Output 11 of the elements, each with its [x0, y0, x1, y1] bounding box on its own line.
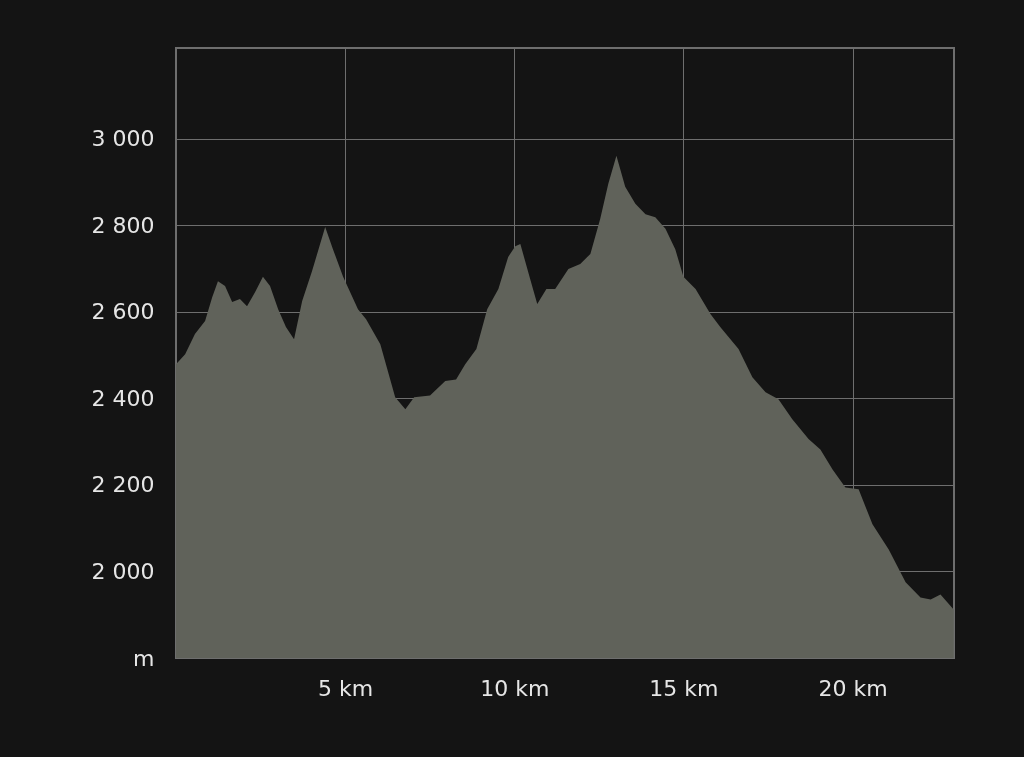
- x-tick-label: 15 km: [649, 675, 719, 701]
- y-tick-label: m: [133, 645, 155, 671]
- x-tick-label: 5 km: [318, 675, 374, 701]
- y-tick-label: 2 600: [91, 299, 155, 325]
- x-tick-label: 20 km: [818, 675, 888, 701]
- y-tick-label: 2 400: [91, 385, 155, 411]
- y-tick-label: 2 200: [91, 472, 155, 498]
- y-tick-label: 2 800: [91, 212, 155, 238]
- y-tick-label: 2 000: [91, 558, 155, 584]
- x-tick-label: 10 km: [480, 675, 550, 701]
- y-tick-label: 3 000: [91, 126, 155, 152]
